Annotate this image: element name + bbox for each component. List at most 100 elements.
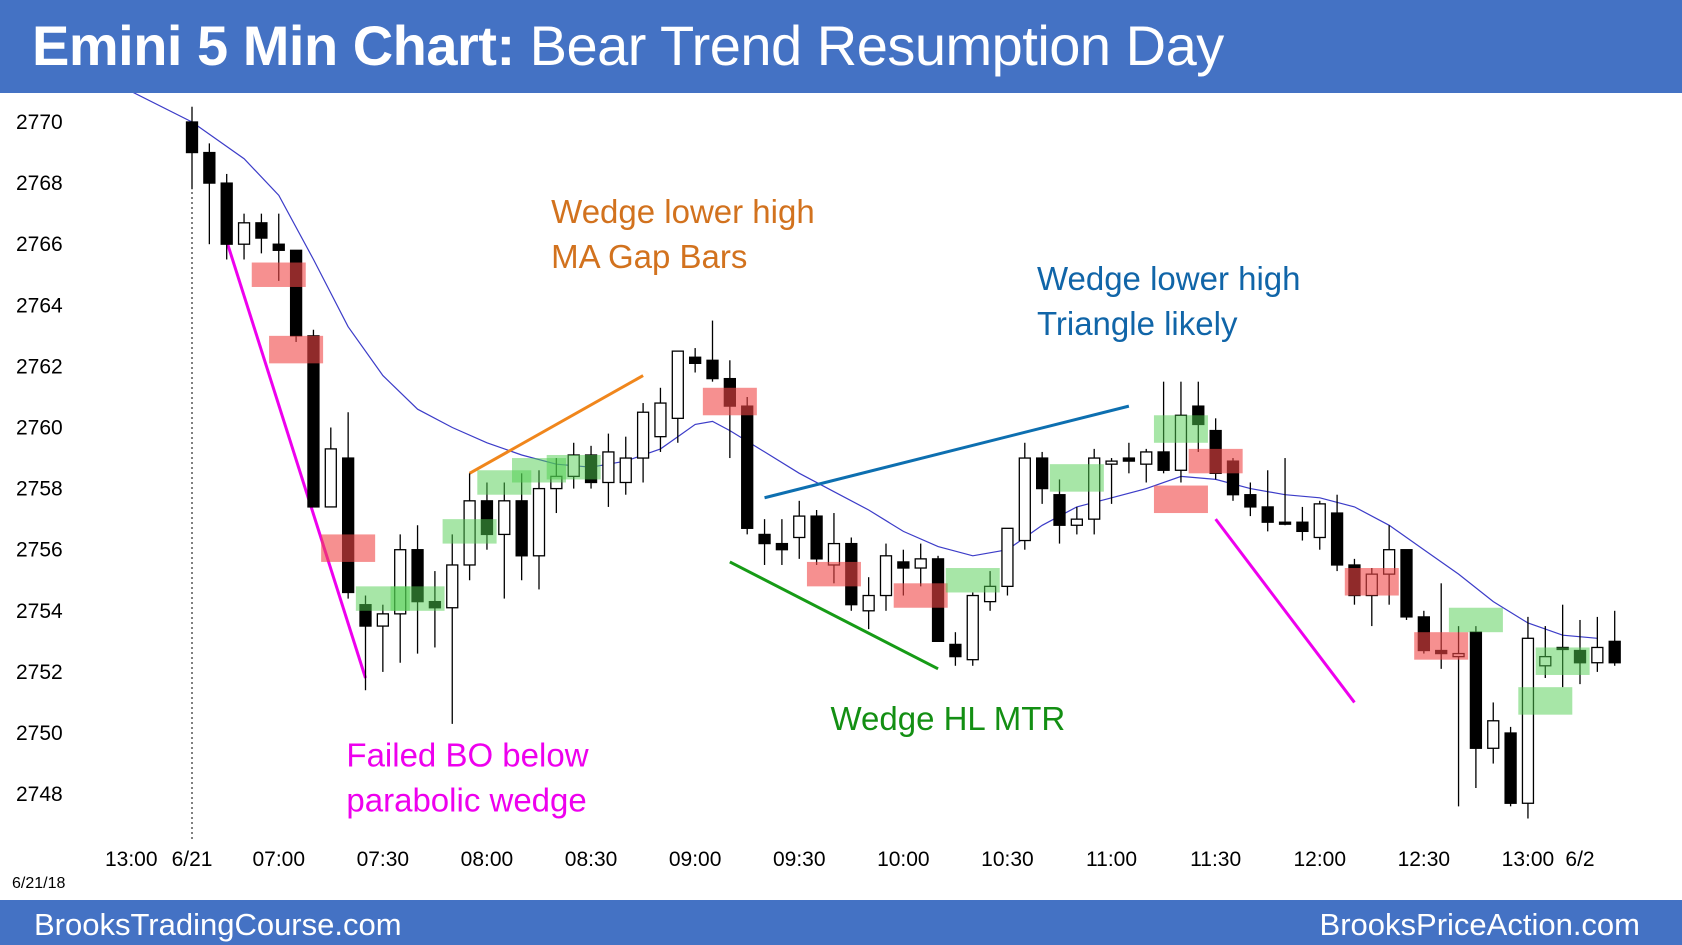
bear-candle	[1608, 640, 1621, 664]
bull-candle	[602, 451, 615, 484]
bear-candle	[1244, 494, 1257, 508]
green-signal-box	[546, 454, 601, 480]
bull-candle	[498, 500, 511, 536]
bull-candle	[914, 558, 927, 569]
x-tick-label: 08:00	[461, 848, 514, 871]
bear-candle	[220, 182, 233, 245]
y-tick-label: 2766	[16, 233, 63, 256]
footer-bar: BrooksTradingCourse.com BrooksPriceActio…	[0, 900, 1682, 945]
bull-candle	[671, 350, 684, 419]
candlestick-chart: 2770 2768 2766 2764 2762 2760 2758 2756 2754 2752…	[12, 93, 1621, 892]
bear-candle	[341, 457, 355, 594]
x-tick-label: 10:30	[981, 848, 1034, 871]
bull-candle	[324, 448, 337, 508]
y-tick-label: 2750	[16, 722, 63, 745]
bull-candle	[966, 594, 979, 661]
bull-candle	[532, 487, 546, 557]
x-tick-label: 08:30	[565, 848, 618, 871]
annotation-text: parabolic wedge	[346, 782, 586, 819]
trendline	[764, 404, 1130, 500]
bull-candle	[1001, 527, 1014, 588]
bear-candle	[515, 500, 528, 557]
x-tick-label: 07:00	[252, 848, 305, 871]
bear-candle	[1469, 631, 1483, 749]
bull-candle	[394, 549, 407, 615]
bear-candle	[706, 359, 719, 380]
x-tick-label: 6/21	[172, 848, 213, 871]
date-stamp: 6/21/18	[12, 875, 65, 892]
y-tick-label: 2770	[16, 111, 63, 134]
footer-left-text: BrooksTradingCourse.com	[34, 907, 402, 942]
x-tick-label: 09:00	[669, 848, 722, 871]
x-tick-label: 11:30	[1190, 848, 1241, 871]
bull-candle	[1018, 457, 1031, 542]
bear-candle	[1278, 521, 1292, 525]
moving-average	[132, 93, 1598, 639]
bear-candle	[949, 643, 962, 658]
chart-title-rest: Bear Trend Resumption Day	[529, 14, 1225, 77]
bull-candle	[376, 613, 390, 627]
green-signal-box	[1153, 415, 1208, 443]
y-tick-label: 2748	[16, 783, 63, 806]
x-tick-label: 10:00	[877, 848, 930, 871]
bear-candle	[758, 533, 771, 545]
bear-candle	[897, 561, 910, 569]
bull-candle	[619, 457, 632, 484]
bear-candle	[1053, 494, 1066, 526]
x-tick-label: 12:30	[1398, 848, 1451, 871]
y-tick-label: 2754	[16, 600, 63, 623]
bull-candle	[1487, 720, 1500, 749]
trendline	[729, 560, 939, 671]
annotation-text: MA Gap Bars	[551, 238, 747, 275]
annotation-text: Triangle likely	[1037, 305, 1238, 342]
y-tick-label: 2752	[16, 661, 63, 684]
green-signal-box	[1535, 647, 1590, 675]
red-signal-box	[1414, 632, 1469, 660]
green-signal-box	[390, 586, 445, 611]
red-signal-box	[893, 583, 948, 608]
bull-candle	[237, 222, 251, 245]
y-axis-ticks: 2770 2768 2766 2764 2762 2760 2758 2756 2754 2752…	[16, 111, 63, 806]
y-tick-label: 2756	[16, 539, 63, 562]
bull-candle	[1521, 637, 1535, 804]
trendlines	[225, 240, 1356, 704]
trendline	[468, 374, 644, 475]
bull-candle	[1313, 503, 1326, 539]
red-signal-box	[1344, 568, 1399, 596]
annotation-text: Failed BO below	[346, 737, 588, 774]
bear-candle	[775, 542, 789, 551]
bear-candle	[1036, 457, 1049, 490]
trendline	[225, 240, 367, 679]
bear-candle	[272, 243, 285, 251]
bear-candle	[1296, 521, 1309, 533]
red-signal-box	[1153, 485, 1208, 514]
y-tick-label: 2760	[16, 417, 63, 440]
bear-candle	[741, 405, 754, 529]
red-signal-box	[269, 335, 324, 364]
green-signal-box	[442, 519, 497, 544]
annotation-text: Wedge lower high	[1037, 260, 1301, 297]
title-bar: Emini 5 Min Chart: Bear Trend Resumption…	[0, 0, 1682, 93]
bear-candle	[1261, 506, 1274, 523]
y-tick-label: 2758	[16, 478, 63, 501]
bear-candle	[689, 356, 702, 364]
green-signal-box	[1518, 687, 1573, 715]
annotation-text: Wedge lower high	[551, 193, 815, 230]
x-tick-label: 6/2	[1565, 848, 1594, 871]
bull-candle	[1105, 460, 1118, 465]
y-tick-label: 2762	[16, 355, 63, 378]
bear-candle	[1330, 512, 1344, 566]
bear-candle	[185, 121, 199, 154]
red-signal-box	[251, 262, 306, 287]
x-tick-label: 13:00	[105, 848, 158, 871]
bear-candle	[1504, 732, 1517, 804]
bear-candle	[255, 222, 268, 239]
y-tick-label: 2764	[16, 294, 63, 317]
bear-candle	[810, 515, 823, 560]
bull-candle	[1140, 451, 1153, 465]
x-tick-label: 13:00	[1502, 848, 1555, 871]
bear-candle	[1122, 457, 1136, 462]
red-signal-box	[806, 561, 861, 587]
x-tick-label: 11:00	[1086, 848, 1137, 871]
ema-line	[132, 93, 1598, 639]
